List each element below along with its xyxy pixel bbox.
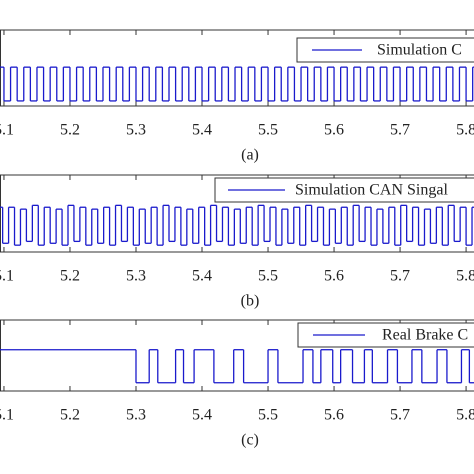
x-tick-label: 5.2 xyxy=(60,122,80,139)
x-tick-label: 5.4 xyxy=(192,407,212,424)
x-tick-label: 5.5 xyxy=(258,407,278,424)
x-tick-label: 5.4 xyxy=(192,122,212,139)
x-tick-label: 5.7 xyxy=(390,407,410,424)
x-tick-label: 5.1 xyxy=(0,407,14,424)
x-tick-label: 5.3 xyxy=(126,407,146,424)
legend-label: Simulation CAN Singal xyxy=(295,182,448,199)
x-tick-label: 5.7 xyxy=(390,122,410,139)
x-tick-label: 5.7 xyxy=(390,268,410,285)
panel-caption: (a) xyxy=(241,147,259,164)
panel-caption: (b) xyxy=(241,293,260,310)
x-tick-label: 5.3 xyxy=(126,268,146,285)
x-tick-label: 5.6 xyxy=(324,407,344,424)
x-tick-label: 5.3 xyxy=(126,122,146,139)
legend-label: Real Brake C xyxy=(382,327,468,344)
x-tick-label: 5.5 xyxy=(258,122,278,139)
panel-caption: (c) xyxy=(241,432,259,449)
x-tick-label: 5.6 xyxy=(324,122,344,139)
x-tick-label: 5.5 xyxy=(258,268,278,285)
x-tick-label: 5.1 xyxy=(0,122,14,139)
legend-label: Simulation C xyxy=(377,42,462,59)
x-tick-label: 5.8 xyxy=(456,268,474,285)
plot-frame xyxy=(0,174,474,253)
x-tick-label: 5.6 xyxy=(324,268,344,285)
x-tick-label: 5.2 xyxy=(60,407,80,424)
x-tick-label: 5.1 xyxy=(0,268,14,285)
x-tick-label: 5.2 xyxy=(60,268,80,285)
x-tick-label: 5.4 xyxy=(192,268,212,285)
x-tick-label: 5.8 xyxy=(456,407,474,424)
x-tick-label: 5.8 xyxy=(456,122,474,139)
plot-frame xyxy=(0,29,474,107)
plot-frame xyxy=(0,319,474,392)
